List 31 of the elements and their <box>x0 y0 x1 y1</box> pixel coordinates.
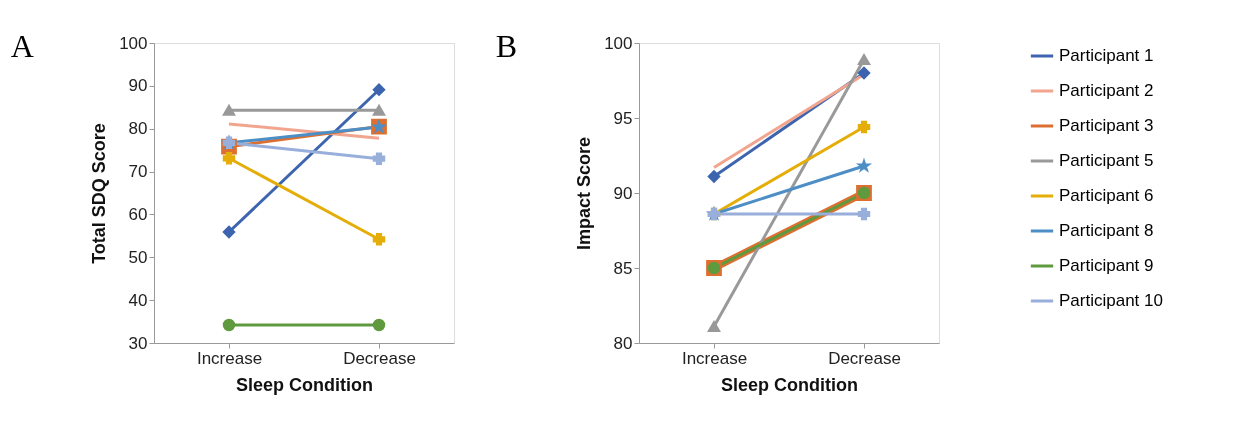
legend-label: Participant 8 <box>1059 221 1154 240</box>
y-tick-label: 95 <box>613 108 633 128</box>
y-tick-label: 100 <box>119 33 148 53</box>
legend-label: Participant 3 <box>1059 116 1154 135</box>
y-tick-label: 40 <box>128 290 148 310</box>
x-tick-label: Increase <box>681 348 748 368</box>
y-tick-label: 90 <box>613 183 633 203</box>
y-axis-title: Total SDQ Score <box>89 123 110 264</box>
x-tick-label: Decrease <box>828 348 901 368</box>
y-axis-title: Impact Score <box>574 136 595 251</box>
y-tick-label: 80 <box>128 119 148 139</box>
y-tick-label: 30 <box>128 333 148 353</box>
legend-label: Participant 6 <box>1059 186 1154 205</box>
chart-title: B <box>495 28 517 64</box>
y-tick-label: 80 <box>613 333 633 353</box>
chart-title: A <box>10 28 34 64</box>
legend-label: Participant 5 <box>1059 151 1154 170</box>
x-axis-title: Sleep Condition <box>236 374 373 395</box>
legend-label: Participant 9 <box>1059 256 1154 275</box>
y-tick-label: 50 <box>128 247 148 267</box>
x-tick-label: Increase <box>196 348 263 368</box>
y-tick-label: 70 <box>128 162 148 182</box>
legend-label: Participant 2 <box>1059 81 1154 100</box>
legend-label: Participant 1 <box>1059 46 1154 65</box>
legend-label: Participant 10 <box>1059 291 1163 310</box>
y-tick-label: 85 <box>613 258 633 278</box>
y-tick-label: 60 <box>128 204 148 224</box>
x-axis-title: Sleep Condition <box>721 374 858 395</box>
y-tick-label: 90 <box>128 76 148 96</box>
x-tick-label: Decrease <box>343 348 416 368</box>
y-tick-label: 100 <box>604 33 633 53</box>
